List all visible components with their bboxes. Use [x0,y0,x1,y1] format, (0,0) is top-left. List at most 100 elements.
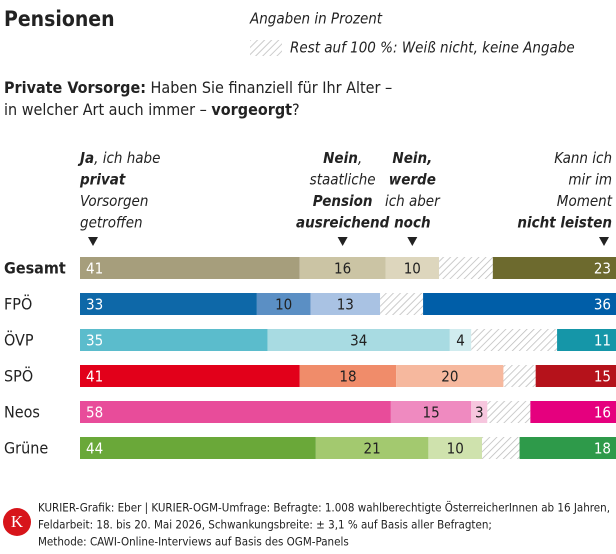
bar-segment [385,257,440,279]
value-label: 4 [456,332,465,350]
column-header: Pension [313,192,373,210]
column-header: Moment [557,192,613,210]
column-header: Nein, [323,149,362,167]
bar-segment [396,365,504,387]
category-label: Gesamt [4,259,66,278]
bar-segment [449,329,472,351]
rest-hatch [380,293,424,315]
column-header: getroffen [80,213,143,231]
bar-segment [471,401,488,423]
bar-segment [535,365,616,387]
logo-text: K [11,512,24,531]
column-header-part: Vorsorgen [80,192,148,210]
column-header-part: , ich habe [94,149,160,167]
column-header: ausreichend [296,213,390,231]
column-header: Kann ich [554,149,612,167]
bar-segment [267,329,450,351]
rest-hatch [439,257,493,279]
bar-segment [423,293,616,315]
column-header-part: Ja [77,149,94,167]
column-header: werde [389,170,436,188]
source-line: KURIER-Grafik: Eber | KURIER-OGM-Umfrage… [38,499,610,515]
question-line-part: ? [292,100,300,119]
bar-segment [80,329,268,351]
bar-segment [428,437,482,459]
bar-segment [80,293,257,315]
column-header-part: , [358,149,362,167]
question-line-part: in welcher Art auch immer – [4,100,211,119]
category-label: Neos [4,403,40,422]
value-label: 15 [422,404,439,422]
header-arrow [407,237,418,246]
rest-swatch [250,40,282,56]
column-header: nicht leisten [517,213,612,231]
rest-hatch [503,365,536,387]
column-header-part: privat [79,170,126,188]
value-label: 10 [447,440,464,458]
value-label: 23 [594,260,611,278]
note: Angaben in Prozent [249,10,383,28]
column-header: staatliche [310,170,376,188]
value-label: 21 [364,440,381,458]
value-label: 16 [594,404,611,422]
value-label: 35 [86,332,103,350]
column-header: Ja, ich habe [77,149,160,167]
value-label: 15 [594,368,611,386]
value-label: 58 [86,404,103,422]
column-header: Vorsorgen [80,192,148,210]
question-line-part: vorgeorgt [211,100,292,119]
value-label: 41 [86,260,103,278]
column-header-part: getroffen [80,213,143,231]
value-label: 10 [404,260,421,278]
rest-note: Rest auf 100 %: Weiß nicht, keine Angabe [290,39,575,57]
bar-segment [530,401,616,423]
bar-segment [80,401,391,423]
header-arrow [599,237,609,246]
value-label: 18 [594,440,611,458]
bar-segment [390,401,472,423]
bar-segment [80,437,316,459]
column-header-part: ich aber [385,192,441,210]
column-header: noch [394,213,431,231]
bar-segment [557,329,616,351]
bar-segment [80,365,300,387]
category-label: ÖVP [4,331,34,350]
rest-hatch [471,329,558,351]
value-label: 34 [350,332,367,350]
bar-segment [299,365,397,387]
category-label: FPÖ [4,295,32,314]
question-line: in welcher Art auch immer – vorgeorgt? [4,100,300,119]
column-header-part: Nein [323,149,358,167]
category-label: Grüne [4,439,48,458]
question-line: Private Vorsorge: Haben Sie finanziell f… [4,78,392,97]
column-header-part: werde [389,170,436,188]
value-label: 18 [339,368,356,386]
column-header: mir im [568,170,612,188]
column-header: privat [79,170,126,188]
column-header-part: Pension [313,192,373,210]
bar-segment [315,437,429,459]
chart-title: Pensionen [4,7,115,31]
rest-hatch [482,437,520,459]
value-label: 10 [275,296,292,314]
bar-segment [519,437,616,459]
column-header: Nein, [392,149,432,167]
rest-hatch [487,401,531,423]
column-header: ich aber [385,192,441,210]
category-label: SPÖ [4,367,33,386]
question-line-part: Haben Sie finanziell für Ihr Alter – [146,78,392,97]
value-label: 33 [86,296,103,314]
value-label: 3 [475,404,484,422]
value-label: 11 [594,332,611,350]
bar-segment [299,257,386,279]
bar-segment [256,293,311,315]
column-header-part: staatliche [310,170,376,188]
logo [3,508,31,536]
column-header-part: Moment [557,192,613,210]
bar-segment [310,293,381,315]
column-header-part: Kann ich [554,149,612,167]
column-header-part: mir im [568,170,612,188]
bar-segment [80,257,300,279]
value-label: 13 [337,296,354,314]
